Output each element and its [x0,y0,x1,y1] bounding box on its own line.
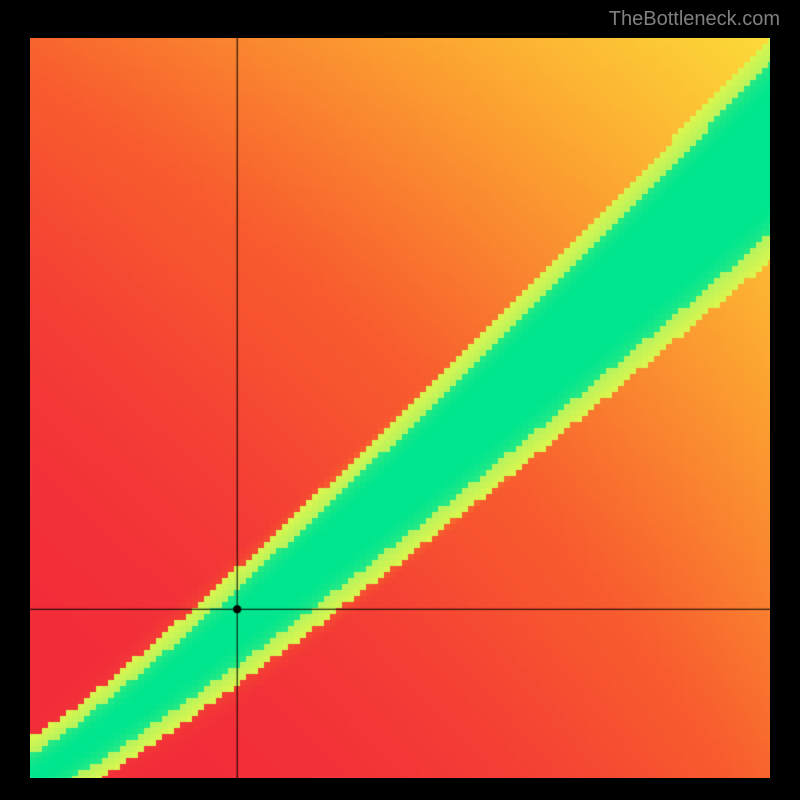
heatmap-canvas [30,38,770,778]
chart-container: TheBottleneck.com [0,0,800,800]
heatmap-chart [30,38,770,778]
watermark-text: TheBottleneck.com [609,8,780,31]
